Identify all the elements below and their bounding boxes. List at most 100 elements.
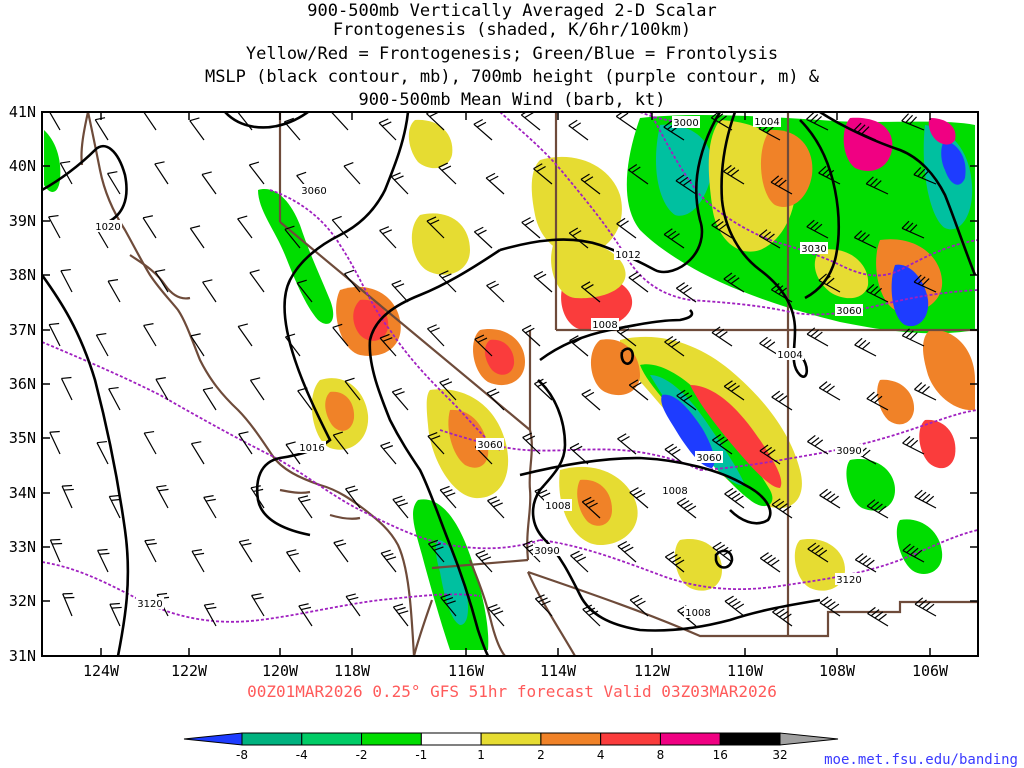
wind-barb — [109, 602, 122, 627]
wind-barb — [345, 485, 361, 509]
shade-ca-orange — [325, 391, 355, 431]
mslp-contour-1020 — [42, 144, 128, 224]
wind-barb — [759, 444, 781, 465]
lat-label-31: 31N — [9, 647, 36, 665]
wind-barb — [143, 323, 157, 347]
source-link[interactable]: moe.met.fsu.edu/banding — [824, 752, 1018, 768]
height-label-3030: 3030 — [801, 244, 826, 255]
wind-barb — [664, 335, 685, 357]
geographic-boundaries — [80, 112, 978, 656]
wind-barb — [284, 225, 301, 249]
wind-barb — [191, 549, 205, 573]
wind-barb — [439, 485, 457, 509]
lon-label-116w: 116W — [448, 662, 485, 680]
wind-barb — [296, 279, 313, 303]
wind-barb — [866, 284, 889, 303]
wind-barb — [249, 377, 265, 401]
wind-barb — [144, 538, 157, 563]
wind-barb — [485, 172, 505, 195]
wind-barb — [853, 122, 877, 141]
wind-barb — [202, 279, 217, 303]
mslp-label-1012: 1012 — [615, 250, 640, 261]
wind-barb — [806, 112, 829, 131]
forecast-valid-line: 00Z01MAR2026 0.25° GFS 51hr forecast Val… — [247, 682, 777, 701]
wind-barb — [426, 216, 445, 239]
wind-barb — [712, 434, 733, 455]
border-ca-nv-diagonal — [279, 221, 531, 431]
latitude-axis: 41N 40N 39N 38N 37N 36N 35N 34N 33N 32N … — [9, 103, 36, 665]
wind-barb — [331, 215, 349, 239]
wind-barb — [902, 543, 925, 563]
lon-label-110w: 110W — [727, 662, 764, 680]
lon-label-106w: 106W — [912, 662, 949, 680]
wind-barb — [676, 497, 697, 519]
title-line-3: Yellow/Red = Frontogenesis; Green/Blue =… — [246, 44, 778, 64]
colorbar-swatch — [600, 732, 661, 746]
wind-barb — [392, 603, 409, 627]
wind-barb — [521, 217, 541, 239]
wind-barb — [581, 389, 601, 411]
wind-barb — [901, 220, 925, 239]
wind-barb — [391, 387, 409, 411]
wind-barb — [202, 387, 217, 411]
lat-label-32: 32N — [9, 592, 36, 610]
wind-barb — [380, 549, 397, 573]
title-line-4: MSLP (black contour, mb), 700mb height (… — [205, 67, 820, 87]
shade-ne-orange-3 — [923, 329, 975, 411]
wind-barb — [344, 377, 361, 401]
lat-label-35: 35N — [9, 429, 36, 447]
shade-ca-green — [258, 189, 334, 324]
wind-barb — [807, 542, 829, 563]
wind-barb — [853, 230, 877, 249]
mslp-label-1008-d: 1008 — [685, 608, 710, 619]
wind-barb — [534, 378, 553, 401]
wind-barb — [391, 280, 409, 303]
wind-barb — [901, 328, 925, 347]
wind-barb — [201, 171, 217, 195]
wind-barb — [473, 118, 493, 141]
contour-labels: 1020 1016 1012 1008 1008 1008 1008 1004 … — [94, 115, 863, 619]
wind-barb — [901, 113, 925, 131]
wind-barb — [248, 161, 265, 185]
colorbar-label: -4 — [296, 748, 308, 762]
wind-barb — [628, 271, 649, 293]
wind-barb — [95, 332, 109, 357]
wind-barb — [866, 499, 889, 519]
wind-barb — [332, 431, 349, 455]
wind-barb — [48, 322, 61, 347]
wind-barb — [440, 593, 457, 617]
wind-barb — [390, 172, 409, 195]
wind-barb — [675, 174, 697, 195]
height-label-3060-b: 3060 — [477, 440, 502, 451]
mslp-contours — [42, 112, 977, 656]
coastline-sf-bay — [129, 254, 191, 300]
wind-barb — [628, 164, 649, 185]
title-line-5: 900-500mb Mean Wind (barb, kt) — [358, 90, 665, 110]
colorbar-swatch — [659, 732, 721, 746]
wind-barb — [617, 540, 637, 563]
shade-e-red — [919, 419, 956, 469]
wind-barb — [474, 334, 493, 357]
coastline-baja-west — [412, 599, 434, 656]
wind-barb — [108, 494, 122, 519]
wind-barb — [143, 430, 157, 455]
wind-barb — [486, 388, 505, 411]
wind-barb — [819, 596, 841, 617]
wind-barb — [867, 606, 889, 627]
lon-label-124w: 124W — [83, 662, 120, 680]
lon-label-112w: 112W — [634, 662, 671, 680]
mslp-contour-1004-a — [720, 112, 809, 378]
wind-barb — [155, 377, 169, 401]
shade-e-green-2 — [896, 519, 943, 574]
height-label-3090-a: 3090 — [534, 546, 559, 557]
colorbar-swatch — [719, 732, 781, 746]
wind-barb — [142, 215, 157, 239]
wind-barb — [616, 325, 637, 347]
wind-barb — [49, 430, 61, 455]
colorbar-label: 2 — [537, 748, 545, 762]
height-label-3060-d: 3060 — [836, 306, 861, 317]
wind-barb — [534, 594, 553, 617]
wind-barb — [723, 272, 745, 293]
wind-barb — [724, 595, 745, 617]
wind-barb — [190, 441, 205, 465]
